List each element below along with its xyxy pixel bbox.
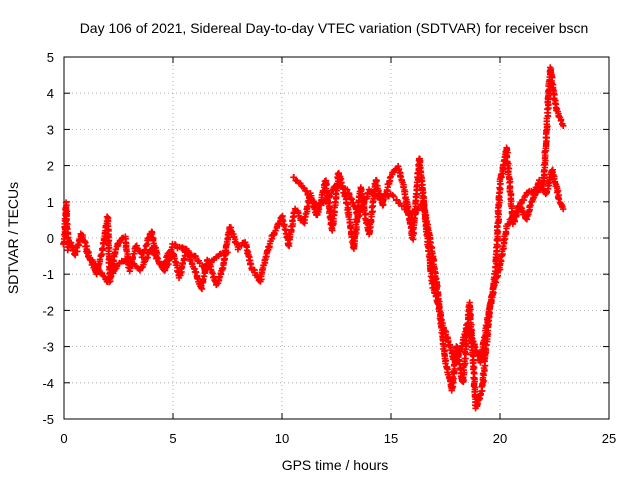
data-point [472,343,479,351]
data-point [187,251,194,258]
data-point [159,264,166,271]
data-point [100,272,107,279]
data-point [94,264,102,271]
x-tick-label: 25 [602,431,616,446]
data-point [389,191,396,199]
series-sdtvar-2 [290,166,567,366]
series-sdtvar [60,64,567,412]
x-tick-label: 20 [493,431,507,446]
x-tick-label: 15 [384,431,398,446]
data-point [415,204,422,212]
y-tick-label: -1 [42,267,54,282]
axis-tick-labels: 0 5 10 15 20 25 -5 -4 -3 -2 -1 0 1 2 3 4 5 [42,50,616,446]
data-point [107,273,115,280]
data-point [393,196,401,203]
y-tick-label: 3 [47,122,54,137]
y-tick-label: 4 [47,86,54,101]
data-point [346,191,353,199]
data-point [483,322,490,330]
y-tick-label: 1 [47,195,54,210]
data-point [555,195,563,203]
series-sdtvar-3 [83,240,231,286]
data-point [527,202,534,209]
data-point [67,242,75,249]
data-point [560,122,567,129]
data-point [390,193,397,200]
y-tick-label: -4 [42,376,54,391]
data-point [198,282,205,289]
chart-title: Day 106 of 2021, Sidereal Day-to-day VTE… [80,20,589,36]
data-point [224,249,231,256]
y-axis-label: SDTVAR / TECUs [5,182,21,294]
y-tick-label: 0 [47,231,54,246]
data-point [488,294,495,301]
data-point [303,187,311,195]
data-point [335,169,342,177]
data-point [144,254,151,261]
x-tick-label: 10 [275,431,289,446]
data-point [347,195,355,202]
data-point [409,214,416,221]
y-tick-label: -3 [42,340,54,355]
data-point [290,174,298,181]
y-tick-label: -5 [42,412,54,427]
data-point [498,171,505,178]
y-tick-label: 5 [47,50,54,65]
y-tick-label: 2 [47,159,54,174]
data-point [485,308,493,315]
data-point [560,205,567,213]
data-point [154,255,161,262]
x-tick-label: 0 [60,431,67,446]
data-point [355,212,363,220]
data-point [67,239,74,246]
data-point [474,399,481,407]
y-tick-label: -2 [42,303,54,318]
data-point [112,246,119,253]
x-tick-label: 5 [169,431,176,446]
x-axis-label: GPS time / hours [282,457,389,473]
data-point [425,230,433,238]
data-point [141,246,148,253]
data-marks [60,64,567,412]
data-point [129,253,136,261]
data-point [414,206,421,213]
data-point [96,256,104,263]
data-point [172,241,179,249]
data-point [138,254,146,261]
data-point [85,252,92,259]
data-point [114,240,121,248]
data-point [364,189,372,197]
data-point [142,242,150,249]
data-point [513,207,521,215]
data-point [192,253,199,260]
data-point [372,178,380,186]
data-point [304,203,311,210]
